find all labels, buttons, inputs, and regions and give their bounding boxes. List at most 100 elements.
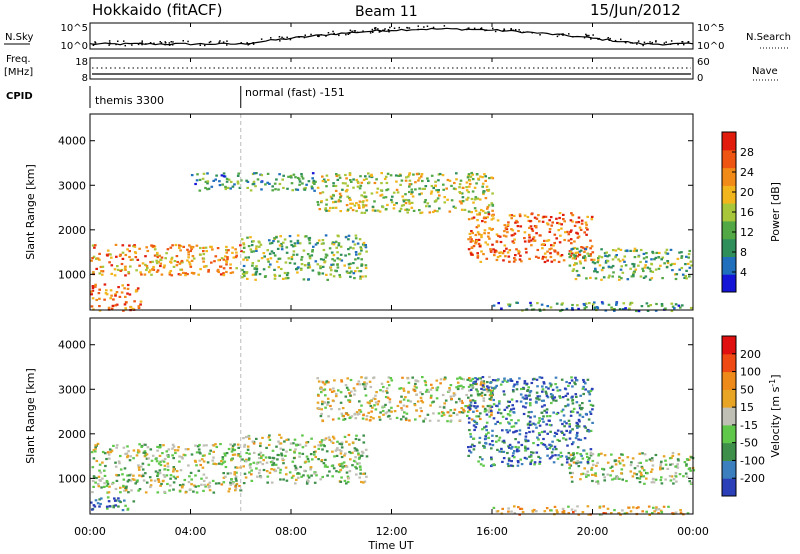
echo-cell <box>338 176 342 179</box>
echo-cell <box>661 467 665 470</box>
nsearch-point <box>609 37 611 40</box>
echo-cell <box>410 188 414 191</box>
echo-cell <box>549 252 552 255</box>
echo-cell <box>343 479 347 482</box>
echo-cell <box>160 482 163 486</box>
echo-cell <box>296 239 300 242</box>
echo-cell <box>501 415 505 418</box>
echo-cell <box>490 411 493 414</box>
echo-cell <box>356 449 359 452</box>
echo-cell <box>372 417 375 420</box>
echo-cell <box>579 461 583 464</box>
echo-cell <box>229 483 233 486</box>
echo-cell <box>675 480 678 483</box>
echo-cell <box>219 273 223 276</box>
echo-cell <box>543 252 547 255</box>
echo-cell <box>576 411 579 414</box>
echo-cell <box>556 251 560 254</box>
echo-cell <box>373 181 377 185</box>
echo-cell <box>136 258 140 261</box>
echo-cell <box>108 485 111 488</box>
echo-cell <box>259 442 262 445</box>
echo-cell <box>331 435 335 438</box>
echo-cell <box>591 479 594 483</box>
echo-cell <box>358 462 361 465</box>
echo-cell <box>202 250 205 253</box>
echo-cell <box>306 474 310 477</box>
nsearch-point <box>252 42 255 44</box>
echo-cell <box>99 265 103 269</box>
echo-cell <box>472 424 476 427</box>
echo-cell <box>304 444 308 447</box>
echo-cell <box>90 293 93 296</box>
echo-cell <box>329 195 333 198</box>
echo-cell <box>548 457 552 460</box>
echo-cell <box>573 456 576 459</box>
echo-cell <box>97 475 101 478</box>
echo-cell <box>545 415 549 418</box>
echo-cell <box>510 460 513 463</box>
echo-cell <box>314 260 318 263</box>
echo-cell <box>150 479 153 482</box>
echo-cell <box>305 455 309 458</box>
echo-cell <box>314 243 318 246</box>
echo-cell <box>515 219 518 222</box>
echo-cell <box>566 230 569 233</box>
colorbar-segment <box>722 238 736 257</box>
echo-cell <box>415 386 418 389</box>
echo-cell <box>115 291 119 294</box>
echo-cell <box>334 206 338 209</box>
echo-cell <box>193 459 197 462</box>
echo-cell <box>522 405 525 408</box>
nsearch-point <box>187 40 189 43</box>
echo-cell <box>281 457 284 460</box>
nsearch-point <box>168 44 171 46</box>
echo-cell <box>681 273 685 276</box>
echo-cell <box>543 404 546 407</box>
echo-cell <box>425 388 429 391</box>
echo-cell <box>307 180 311 183</box>
echo-cell <box>327 436 331 439</box>
echo-cell <box>325 381 328 384</box>
echo-cell <box>99 471 103 474</box>
echo-cell <box>338 275 342 279</box>
echo-cell <box>565 307 569 310</box>
echo-cell <box>429 192 433 195</box>
echo-cell <box>489 249 493 252</box>
echo-cell <box>518 215 522 218</box>
echo-cell <box>632 506 635 509</box>
echo-cell <box>272 462 276 465</box>
echo-cell <box>526 394 530 397</box>
echo-cell <box>572 253 576 256</box>
echo-cell <box>332 437 336 440</box>
echo-cell <box>347 263 351 266</box>
echo-cell <box>208 485 212 488</box>
x-axis-ticks: 00:00 04:00 08:00 12:00 16:00 20:00 00:00 <box>74 23 709 538</box>
echo-cell <box>348 450 351 454</box>
echo-cell <box>531 237 535 240</box>
echo-cell <box>569 453 573 456</box>
echo-cell <box>580 219 584 222</box>
echo-cell <box>405 208 409 211</box>
echo-cell <box>339 194 343 198</box>
echo-cell <box>242 465 245 468</box>
echo-cell <box>543 260 547 264</box>
echo-cell <box>559 455 562 458</box>
echo-cell <box>630 461 633 464</box>
nsearch-point <box>278 36 281 38</box>
echo-cell <box>105 484 109 488</box>
echo-cell <box>485 409 488 412</box>
echo-cell <box>511 445 514 449</box>
echo-cell <box>277 240 280 243</box>
echo-cell <box>117 474 121 477</box>
echo-cell <box>365 376 368 379</box>
echo-cell <box>544 256 548 259</box>
nsearch-point <box>362 30 364 32</box>
echo-cell <box>468 185 471 188</box>
echo-cell <box>248 452 251 455</box>
nsearch-point <box>443 25 446 27</box>
nsearch-point <box>572 36 574 38</box>
echo-cell <box>614 463 618 466</box>
echo-cell <box>594 277 598 280</box>
